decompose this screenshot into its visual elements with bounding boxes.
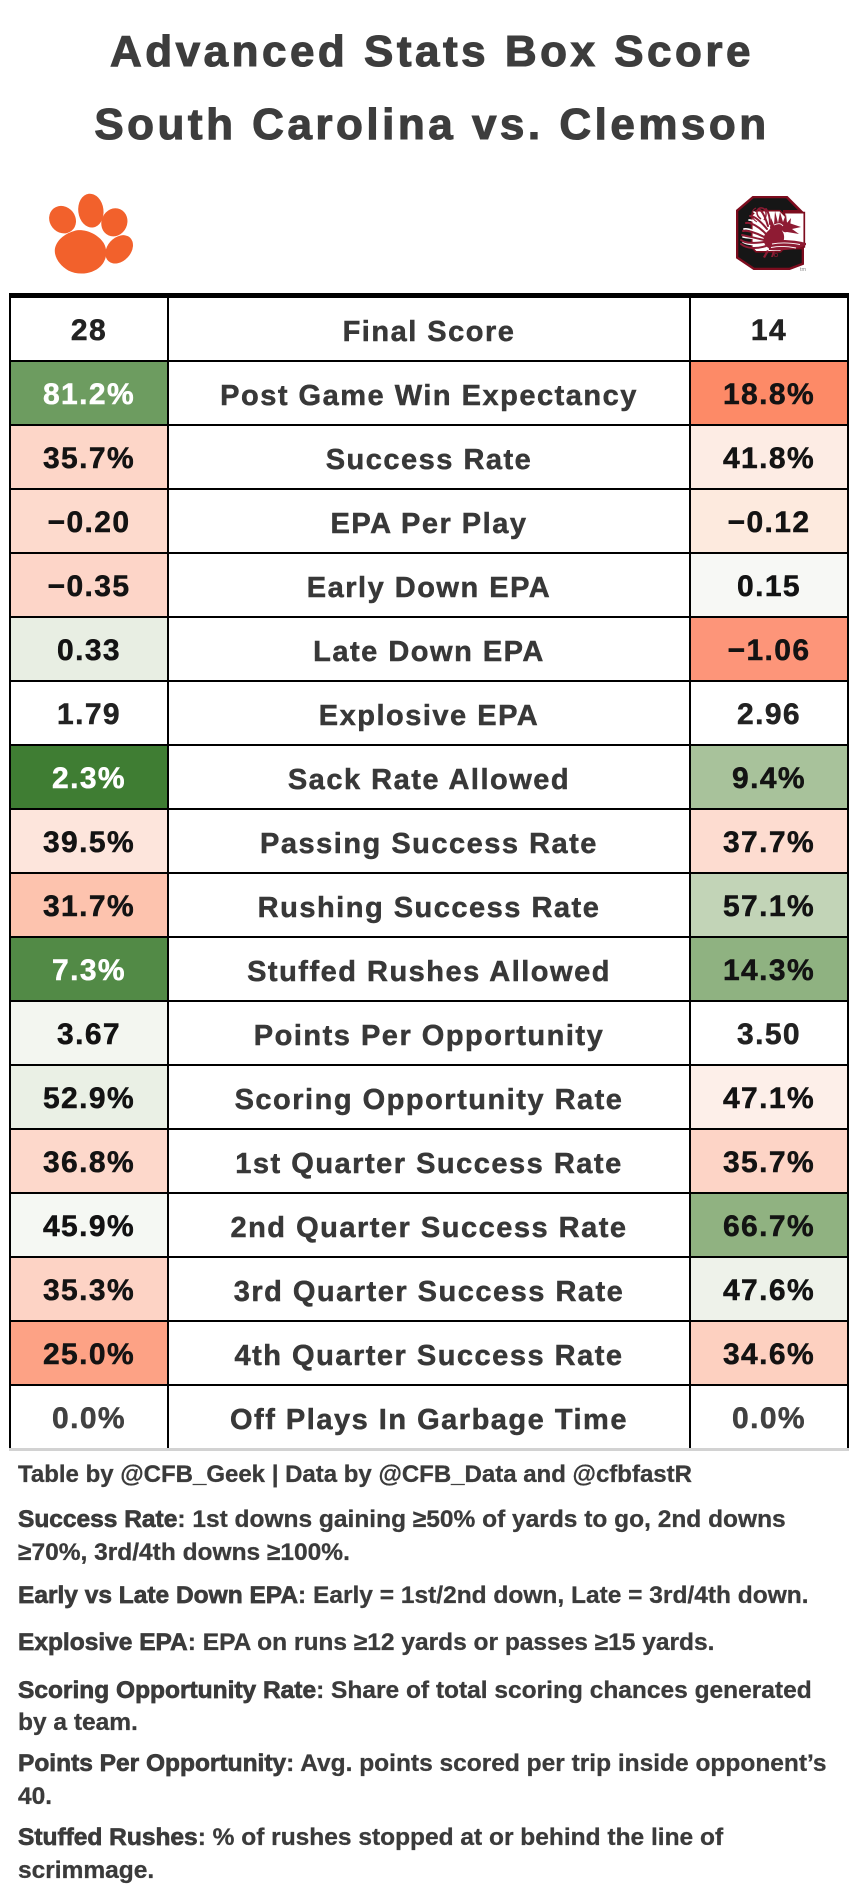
svg-text:tm: tm — [800, 267, 807, 272]
